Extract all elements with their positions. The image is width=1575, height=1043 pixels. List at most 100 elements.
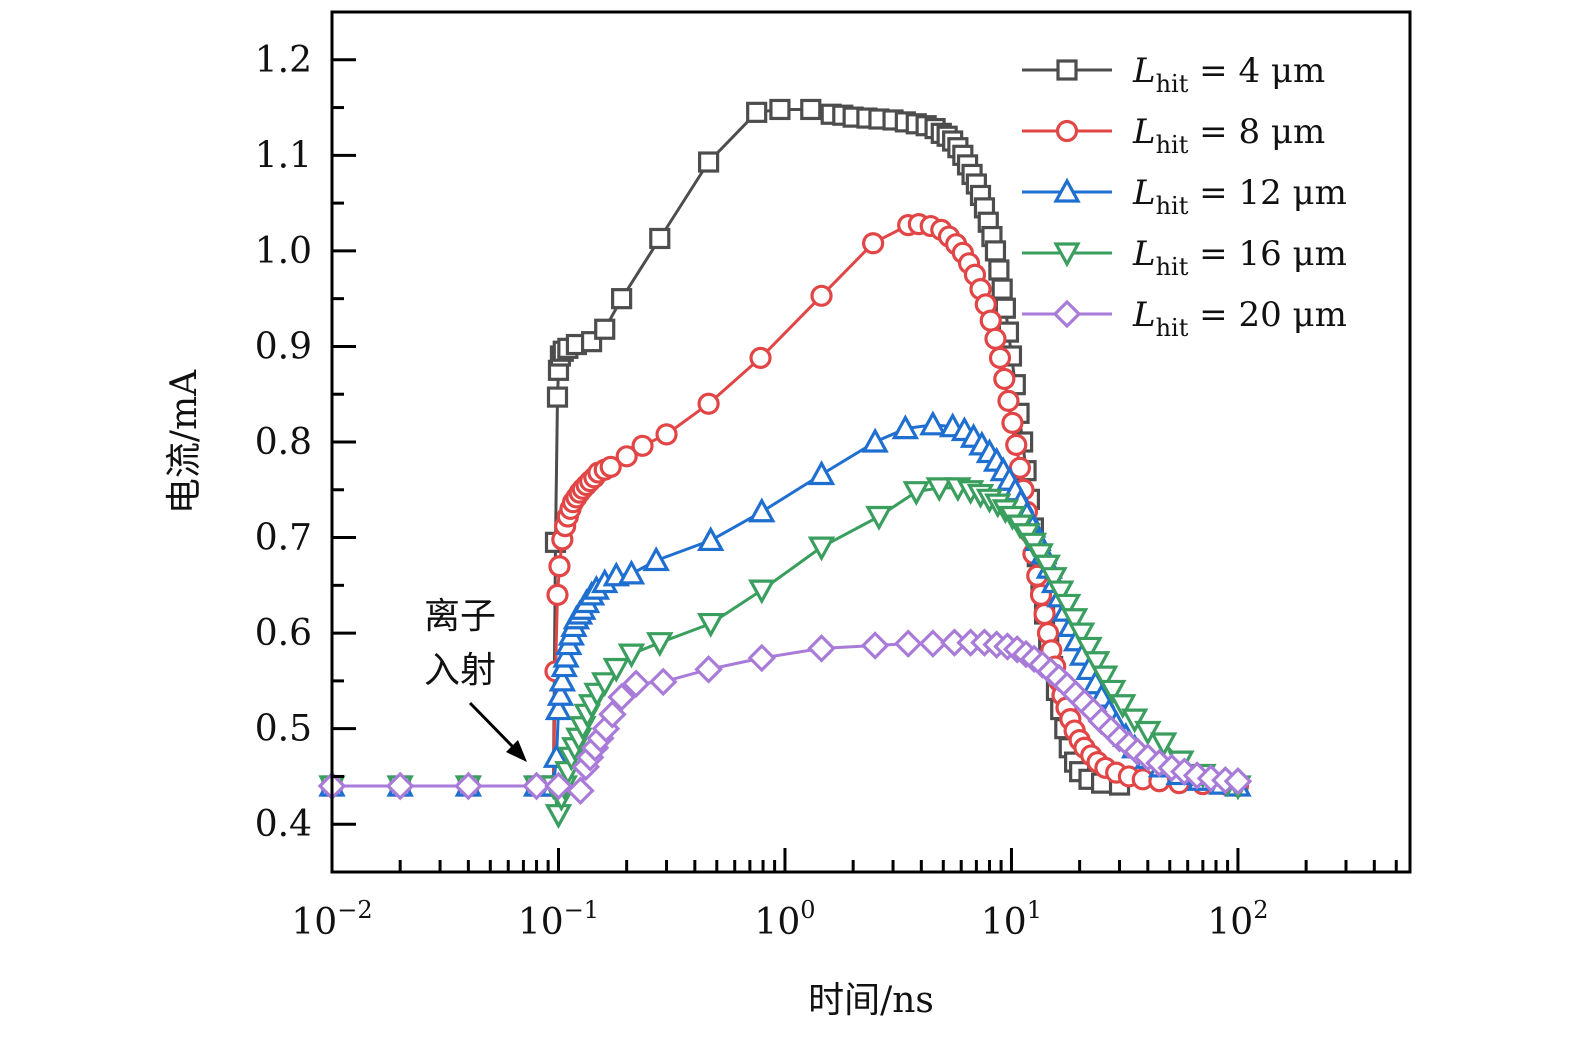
data-point [566, 776, 595, 806]
data-point [694, 655, 723, 684]
data-point [984, 240, 1007, 262]
data-point [697, 526, 725, 552]
data-point [598, 700, 627, 729]
legend-label: Lhit = 12 μm [1132, 173, 1347, 220]
data-point [769, 98, 791, 121]
data-point [979, 309, 1002, 332]
data-point [984, 327, 1007, 350]
legend-label: Lhit = 8 μm [1132, 112, 1325, 159]
data-point [697, 612, 725, 638]
data-point [1075, 636, 1103, 662]
annotation-line1: 离子 [424, 596, 496, 637]
legend-marker [1053, 177, 1081, 203]
data-point [1090, 665, 1119, 691]
data-point [544, 695, 573, 721]
y-tick-label: 0.6 [255, 613, 312, 654]
data-point [1149, 732, 1178, 758]
x-tick-label: 102 [1207, 896, 1268, 943]
x-axis-title: 时间/ns [808, 980, 934, 1021]
annotation-arrow-head [506, 740, 527, 762]
data-point [988, 259, 1010, 281]
annotation: 离子 入射 [424, 596, 527, 762]
data-point [991, 278, 1013, 300]
legend-marker [1056, 59, 1078, 81]
data-point [591, 672, 619, 698]
data-point [1001, 411, 1024, 434]
data-point [611, 288, 633, 310]
data-point [918, 629, 948, 658]
data-point [1099, 679, 1127, 705]
tick-labels-layer: 0.4 0.5 0.6 0.7 0.8 0.9 1.0 1.1 1.2 10−2 10−1 100 10… [255, 40, 1269, 943]
data-point [607, 682, 636, 712]
data-point [385, 771, 415, 801]
data-point [617, 559, 646, 585]
data-point [1083, 651, 1111, 677]
data-point [546, 583, 569, 606]
data-point [655, 423, 678, 446]
legend-marker [1055, 119, 1079, 143]
annotation-arrow-shaft [468, 701, 516, 750]
legend: Lhit = 4 μm Lhit = 8 μm Lhit = 12 μm Lhit =… [1022, 51, 1347, 342]
series-layer [317, 98, 1253, 829]
series-4 [317, 628, 1253, 806]
data-point [800, 98, 822, 121]
legend-item: Lhit = 12 μm [1022, 173, 1347, 220]
data-point [697, 392, 720, 415]
data-point [1040, 567, 1068, 593]
data-point [544, 771, 573, 801]
x-tick-label: 10−2 [291, 896, 372, 943]
legend-item: Lhit = 20 μm [1022, 295, 1347, 342]
data-point [746, 101, 768, 123]
data-point [748, 579, 776, 605]
data-point [546, 680, 575, 706]
data-point [861, 427, 889, 453]
data-point [602, 657, 631, 683]
y-tick-label: 0.4 [255, 804, 312, 845]
data-point [621, 669, 651, 699]
y-tick-label: 1.1 [255, 135, 312, 176]
data-point [997, 389, 1020, 413]
data-point [522, 771, 551, 801]
data-point [1109, 694, 1137, 720]
data-point [902, 481, 930, 507]
data-point [1223, 766, 1253, 796]
data-point [747, 643, 777, 673]
data-point [552, 642, 580, 668]
data-point [544, 804, 573, 829]
data-point [810, 284, 833, 307]
data-point [1053, 593, 1082, 619]
data-point [862, 232, 885, 255]
y-axis-title: 电流/mA [164, 369, 205, 514]
data-point [1005, 433, 1028, 456]
legend-label: Lhit = 4 μm [1132, 51, 1325, 98]
data-point [548, 666, 577, 692]
data-point [893, 629, 923, 658]
y-tick-label: 1.2 [255, 40, 312, 81]
y-tick-label: 0.7 [255, 518, 312, 559]
data-point [748, 497, 776, 523]
data-point [1033, 554, 1062, 580]
legend-marker [1052, 299, 1082, 329]
y-tick-label: 0.5 [255, 709, 312, 750]
legend-item: Lhit = 4 μm [1022, 51, 1325, 98]
ticks-layer [330, 58, 1398, 872]
data-point [891, 414, 920, 440]
data-point [617, 643, 646, 669]
data-point [599, 455, 622, 478]
x-tick-label: 100 [754, 896, 815, 943]
data-point [594, 318, 616, 340]
data-point [749, 346, 772, 370]
data-point [642, 546, 670, 572]
data-point [697, 151, 720, 173]
data-point [860, 631, 890, 660]
data-point [454, 771, 483, 801]
data-point [1060, 608, 1089, 634]
series-1 [320, 213, 1250, 798]
data-point [548, 555, 571, 578]
legend-label: Lhit = 20 μm [1132, 295, 1347, 342]
data-point [1120, 708, 1149, 734]
data-point [1047, 580, 1075, 606]
data-point [807, 536, 836, 562]
data-point [631, 434, 654, 457]
